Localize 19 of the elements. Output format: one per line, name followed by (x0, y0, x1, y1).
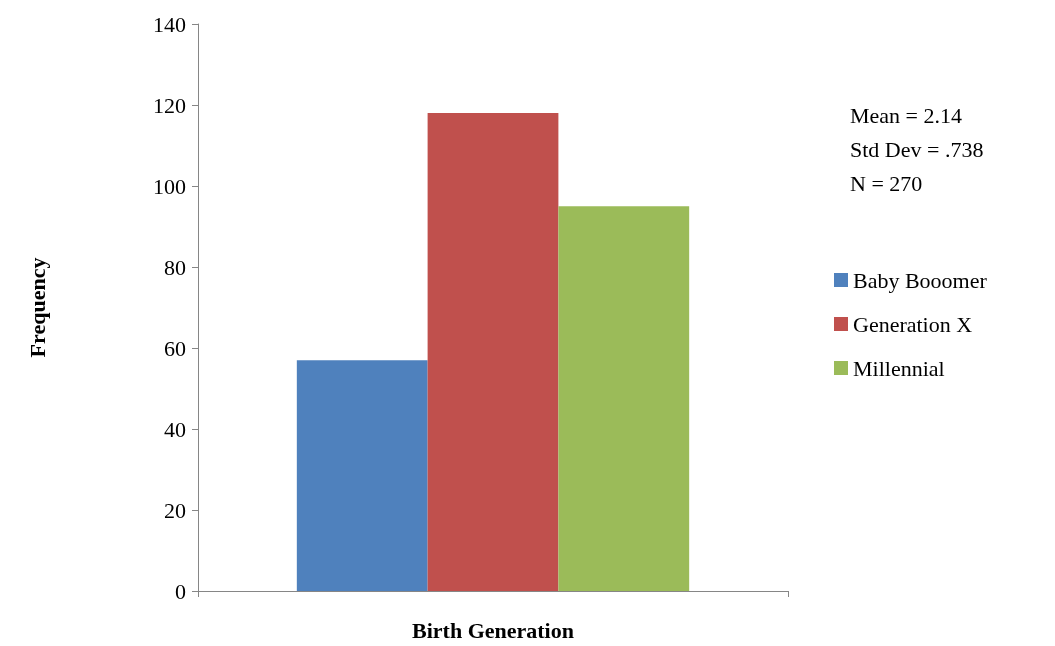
y-tick-label: 80 (164, 254, 186, 280)
text: Mean = 2.14 (850, 102, 962, 128)
text: Std Dev = .738 (850, 136, 984, 162)
legend-label: Baby Booomer (853, 267, 988, 293)
y-tick-label: 60 (164, 335, 186, 361)
y-tick-label: 40 (164, 416, 186, 442)
legend-label: Millennial (853, 355, 945, 381)
y-tick-label: 140 (153, 11, 186, 37)
bar (558, 206, 690, 591)
y-tick-label: 120 (153, 92, 186, 118)
bar (296, 360, 428, 591)
legend-label: Generation X (853, 311, 973, 337)
y-axis-title: Frequency (24, 257, 50, 358)
bar (427, 113, 559, 591)
x-axis-title: Birth Generation (412, 617, 574, 643)
y-tick-label: 20 (164, 497, 186, 523)
y-tick-label: 0 (175, 578, 186, 604)
y-tick-label: 100 (153, 173, 186, 199)
text: N = 270 (850, 170, 923, 196)
